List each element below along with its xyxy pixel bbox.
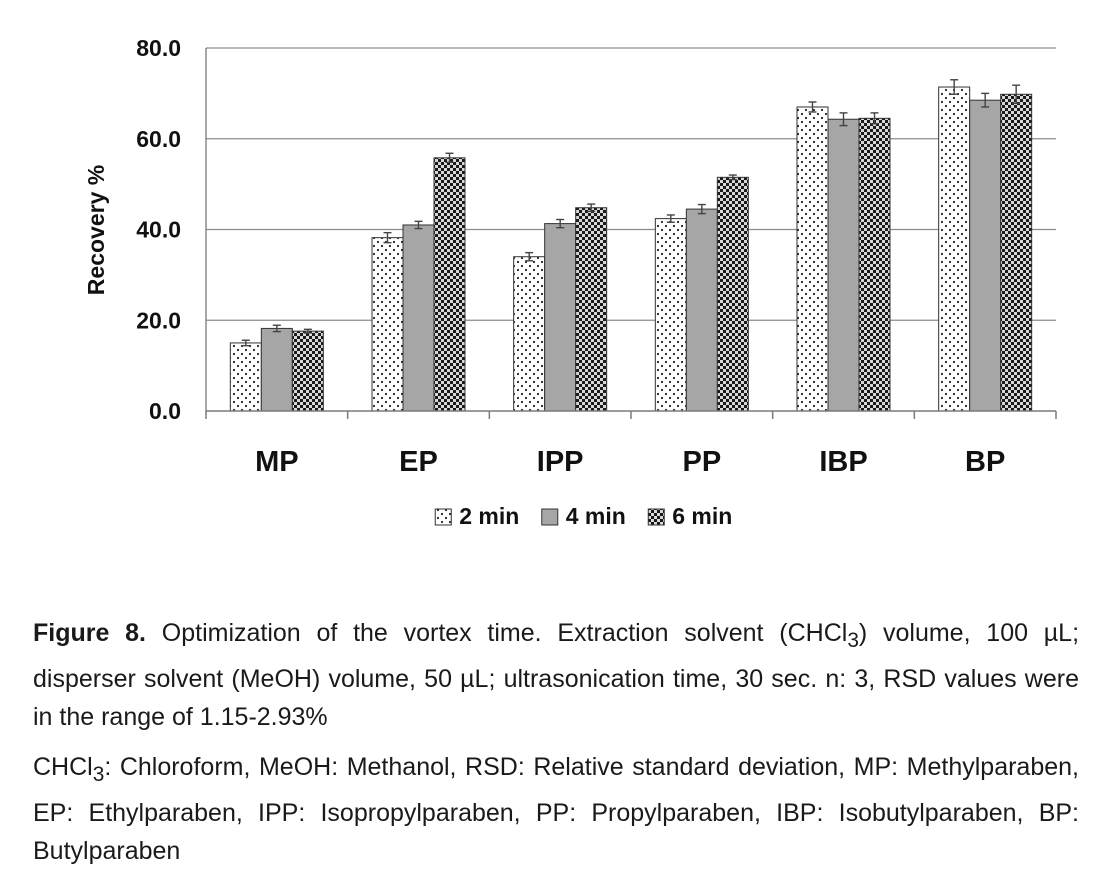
- caption-text-a: Optimization of the vortex time. Extract…: [146, 619, 848, 647]
- x-category-label: IPP: [537, 446, 584, 478]
- bar-ibp-2min: [796, 106, 829, 412]
- bar-mp-4min: [260, 327, 293, 412]
- note-subscript: 3: [92, 763, 105, 786]
- legend: 2 min 4 min 6 min: [434, 503, 732, 529]
- y-tick-label: 40.0: [136, 217, 181, 243]
- bar-pp-2min: [654, 218, 687, 412]
- bar-ipp-6min: [575, 207, 608, 412]
- figure-caption: Figure 8. Optimization of the vortex tim…: [33, 614, 1079, 736]
- legend-label: 4 min: [566, 503, 626, 529]
- bar-ep-6min: [433, 157, 466, 412]
- note-rest: : Chloroform, MeOH: Methanol, RSD: Relat…: [33, 753, 1079, 865]
- bar-ibp-6min: [858, 117, 891, 412]
- y-axis-label: Recovery %: [83, 165, 109, 295]
- legend-label: 6 min: [672, 503, 732, 529]
- bar-bp-2min: [938, 86, 971, 412]
- bar-pp-6min: [716, 176, 749, 412]
- x-category-label: PP: [682, 446, 721, 478]
- legend-label: 2 min: [459, 503, 519, 529]
- figure-label: Figure 8.: [33, 619, 147, 647]
- bar-ipp-4min: [544, 223, 577, 412]
- bar-ep-4min: [402, 224, 435, 412]
- x-category-label: EP: [399, 446, 438, 478]
- bar-pp-4min: [685, 208, 718, 412]
- legend-swatch: [541, 508, 559, 526]
- bar-bp-6min: [1000, 93, 1033, 412]
- caption-subscript: 3: [847, 629, 859, 652]
- abbreviation-note: CHCl3: Chloroform, MeOH: Methanol, RSD: …: [33, 748, 1079, 870]
- caption-text-b: ) volume, 100 µL; disperser solvent (MeO…: [33, 619, 1080, 731]
- x-category-label: BP: [965, 446, 1005, 478]
- legend-swatch: [647, 508, 665, 526]
- x-category-label: IBP: [819, 446, 867, 478]
- note-start: CHCl: [33, 753, 93, 781]
- bar-bp-4min: [969, 99, 1002, 412]
- y-tick-label: 60.0: [136, 126, 181, 152]
- legend-swatch: [434, 508, 452, 526]
- bar-ibp-4min: [827, 118, 860, 412]
- y-tick-label: 0.0: [149, 398, 181, 424]
- bar-ep-2min: [371, 237, 404, 412]
- y-tick-label: 20.0: [136, 307, 181, 333]
- bar-mp-2min: [229, 342, 262, 412]
- bar-ipp-2min: [513, 256, 546, 412]
- y-tick-label: 80.0: [136, 35, 181, 61]
- bar-chart: 0.0 20.0 40.0 60.0 80.0 MP EP IPP PP IBP BP Recove…: [83, 35, 1057, 529]
- x-category-label: MP: [255, 446, 299, 478]
- bar-mp-6min: [291, 330, 324, 412]
